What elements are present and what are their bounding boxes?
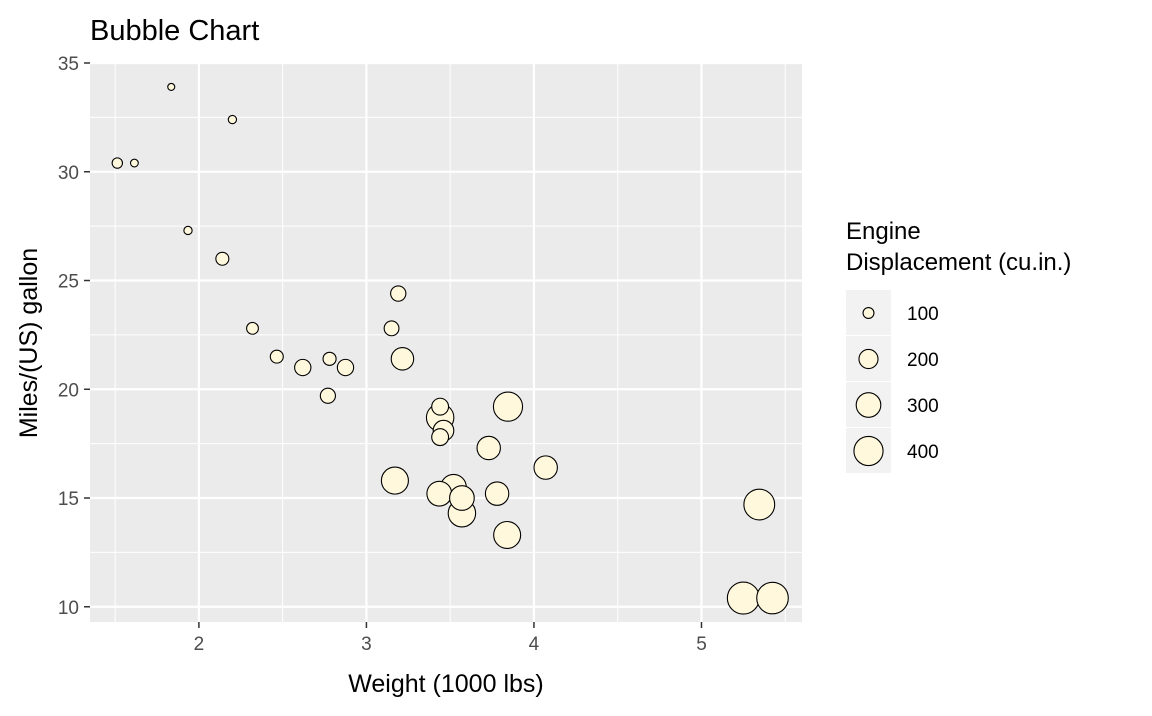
data-point (227, 114, 238, 125)
y-tick-label: 30 (58, 163, 79, 184)
data-point (390, 347, 415, 371)
x-tick-label: 3 (361, 634, 372, 655)
legend-label: 200 (907, 350, 939, 371)
y-tick-label: 15 (58, 489, 79, 510)
data-point (390, 285, 407, 302)
data-point (431, 428, 450, 447)
data-point (383, 320, 400, 337)
legend-label: 400 (907, 442, 939, 463)
data-point (294, 358, 312, 377)
data-point (215, 251, 230, 266)
legend-key-bubble (855, 392, 882, 418)
x-axis-title: Weight (1000 lbs) (348, 670, 543, 698)
y-tick-label: 25 (58, 272, 79, 293)
data-point (167, 82, 176, 91)
data-point (743, 488, 776, 521)
x-tick-label: 2 (194, 634, 205, 655)
data-point (269, 349, 284, 364)
data-point (492, 391, 524, 422)
data-point (756, 581, 789, 615)
y-tick-label: 35 (58, 54, 79, 75)
data-point (129, 158, 139, 168)
data-point (431, 397, 450, 416)
data-point (493, 520, 522, 550)
data-point (319, 387, 337, 404)
y-tick-label: 10 (58, 598, 79, 619)
legend-label: 300 (907, 396, 939, 417)
data-point (246, 321, 259, 335)
legend-title-line-2: Displacement (cu.in.) (846, 249, 1071, 276)
legend-title-line-1: Engine (846, 218, 921, 245)
chart-title: Bubble Chart (90, 15, 259, 47)
x-tick-label: 5 (696, 634, 707, 655)
legend-key-bubble (862, 306, 875, 320)
y-tick-label: 20 (58, 380, 79, 401)
plot-panel (90, 63, 802, 622)
x-tick-label: 4 (529, 634, 540, 655)
legend-key-bubble (853, 435, 884, 467)
data-point (449, 485, 475, 511)
data-point (336, 358, 355, 377)
size-legend: Engine Displacement (cu.in.) 100 200 300 400 (846, 218, 1071, 473)
plot-area: 2 3 4 5 10 15 20 25 30 35 (58, 54, 802, 655)
legend-key-bubble (858, 348, 879, 370)
data-point (533, 455, 558, 480)
data-point (476, 435, 501, 461)
data-point (484, 481, 510, 506)
data-point (183, 225, 193, 236)
legend-label: 100 (907, 304, 939, 325)
data-point (111, 157, 124, 169)
data-point (426, 480, 453, 507)
data-point (726, 581, 760, 615)
data-point (322, 351, 337, 366)
data-point (380, 466, 409, 495)
y-axis-title: Miles/(US) gallon (15, 248, 43, 438)
